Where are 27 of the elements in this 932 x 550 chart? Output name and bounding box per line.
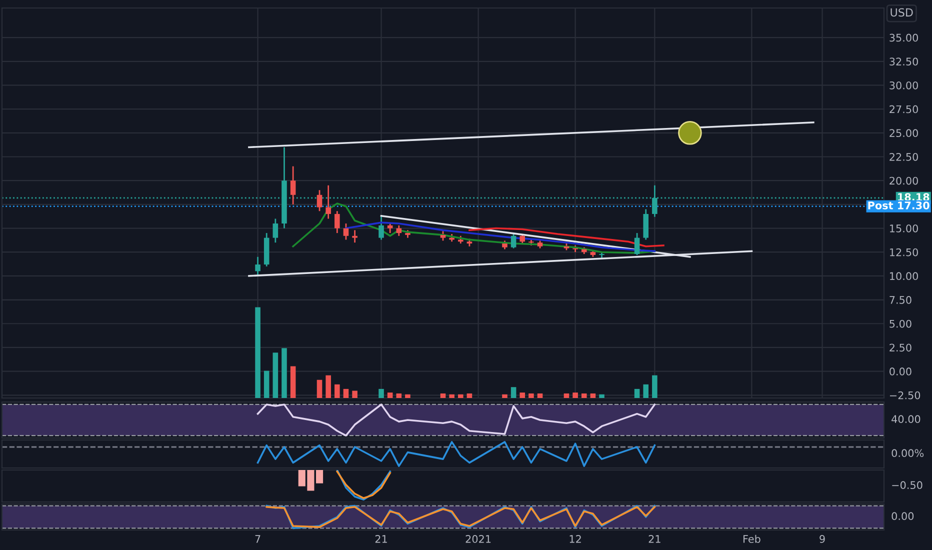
text: −0.50	[892, 481, 922, 490]
x-tick-label: 9	[820, 535, 825, 543]
y-tick-label: 35.00	[890, 34, 918, 42]
y-tick-label: 10.00	[890, 272, 918, 280]
y-tick-label: 2.50	[890, 344, 912, 352]
ref-line-label: Post 17.30	[868, 201, 930, 210]
y-tick-label: 20.00	[890, 176, 918, 185]
y-tick-label: 22.50	[890, 152, 918, 161]
x-tick-label: Feb	[744, 534, 760, 543]
y-tick-label: 27.50	[890, 105, 918, 114]
x-tick-label: 2021	[466, 535, 491, 543]
y-tick-label: 12.50	[890, 248, 918, 256]
y-tick-label: 0.00	[890, 368, 912, 376]
y-tick-label: 25.00	[890, 129, 918, 138]
y-tick-label: 5.00	[890, 320, 912, 328]
x-tick-label: 12	[570, 535, 581, 543]
y-tick-label: 30.00	[890, 81, 918, 90]
text: 0.00%	[892, 449, 924, 458]
y-axis-title: USD	[890, 8, 913, 17]
y-tick-label: 15.00	[890, 224, 918, 232]
y-tick-label: 32.50	[890, 58, 918, 66]
x-tick-label: 21	[648, 535, 660, 543]
text: 40.00	[892, 415, 920, 424]
y-tick-label: 7.50	[890, 296, 912, 304]
x-tick-label: 21	[375, 535, 387, 543]
x-tick-label: 7	[255, 535, 260, 543]
y-tick-label: −2.50	[890, 391, 920, 400]
